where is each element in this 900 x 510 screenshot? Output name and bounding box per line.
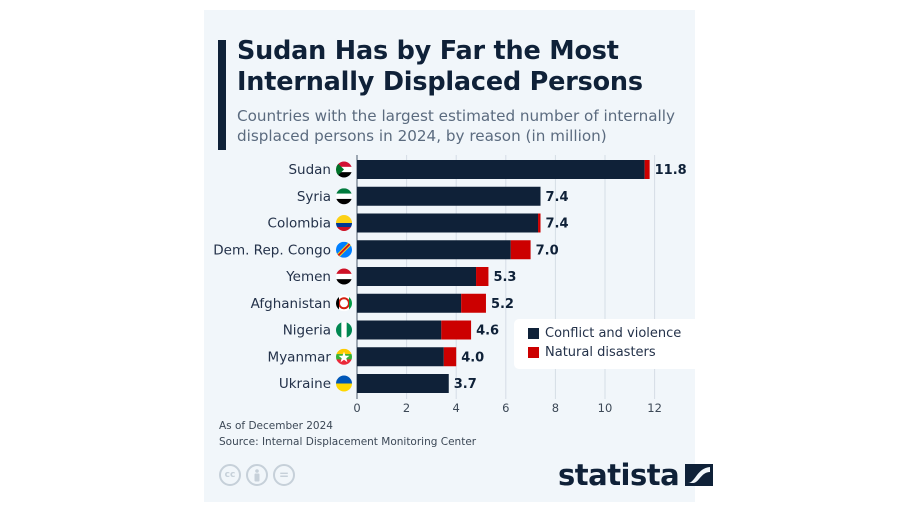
legend-item-conflict[interactable]: Conflict and violence <box>528 326 681 341</box>
cc-icon[interactable]: cc <box>219 464 241 486</box>
chart-subtitle: Countries with the largest estimated num… <box>237 106 697 146</box>
legend: Conflict and violence Natural disasters <box>514 319 714 369</box>
x-tick-label: 4 <box>453 401 460 415</box>
bar-value-label: 7.0 <box>536 243 559 258</box>
bar-value-label: 11.8 <box>655 163 687 178</box>
category-label: Nigeria <box>283 323 331 339</box>
bar-disasters[interactable] <box>538 213 541 233</box>
date-note: As of December 2024 <box>219 420 333 432</box>
legend-label-disasters: Natural disasters <box>545 345 656 360</box>
bar-conflict[interactable] <box>357 293 462 313</box>
bar-disasters[interactable] <box>441 320 472 340</box>
subtitle-line-1: Countries with the largest estimated num… <box>237 107 675 125</box>
license-icons: cc = <box>219 464 295 486</box>
x-tick-label: 0 <box>353 401 360 415</box>
category-label: Dem. Rep. Congo <box>213 242 331 258</box>
ukraine-flag-icon <box>336 375 352 392</box>
bar-conflict[interactable] <box>357 186 541 206</box>
category-label: Ukraine <box>279 376 331 392</box>
bar-value-label: 3.7 <box>454 377 477 392</box>
chart-title: Sudan Has by Far the Most Internally Dis… <box>237 36 687 98</box>
bar-conflict[interactable] <box>357 347 444 367</box>
category-label: Sudan <box>288 162 331 178</box>
category-label: Colombia <box>268 216 331 232</box>
myanmar-flag-icon <box>336 348 352 365</box>
bar-conflict[interactable] <box>357 213 539 233</box>
category-label: Syria <box>297 189 331 205</box>
bar-conflict[interactable] <box>357 240 511 260</box>
category-label: Afghanistan <box>251 296 331 312</box>
bar-disasters[interactable] <box>461 293 486 313</box>
attribution-icon[interactable] <box>246 464 268 486</box>
yemen-flag-icon <box>336 268 352 285</box>
afghanistan-flag-icon <box>336 295 352 312</box>
bar-value-label: 5.2 <box>491 297 514 312</box>
bar-value-label: 7.4 <box>546 217 569 232</box>
syria-flag-icon <box>336 188 352 205</box>
bar-conflict[interactable] <box>357 160 645 179</box>
legend-item-disasters[interactable]: Natural disasters <box>528 345 656 360</box>
bar-value-label: 7.4 <box>546 190 569 205</box>
bar-disasters[interactable] <box>644 160 650 179</box>
colombia-flag-icon <box>336 215 352 231</box>
brand-name: statista <box>558 458 680 492</box>
bar-disasters[interactable] <box>476 267 489 286</box>
x-tick-label: 12 <box>647 401 662 415</box>
legend-swatch-conflict <box>528 328 539 339</box>
category-label: Myanmar <box>268 349 332 365</box>
source-note: Source: Internal Displacement Monitoring… <box>219 436 477 448</box>
legend-label-conflict: Conflict and violence <box>545 326 682 341</box>
statista-logo[interactable]: statista <box>558 458 714 492</box>
title-line-2: Internally Displaced Persons <box>237 67 643 97</box>
category-label: Yemen <box>285 269 331 285</box>
bar-value-label: 4.6 <box>476 324 499 339</box>
title-line-1: Sudan Has by Far the Most <box>237 36 619 66</box>
bar-conflict[interactable] <box>357 267 477 286</box>
subtitle-line-2: displaced persons in 2024, by reason (in… <box>237 127 607 145</box>
bar-conflict[interactable] <box>357 374 449 393</box>
title-accent-bar <box>218 40 226 150</box>
bar-disasters[interactable] <box>443 347 457 367</box>
chart-card: Sudan Has by Far the Most Internally Dis… <box>204 10 714 502</box>
legend-swatch-disasters <box>528 347 539 358</box>
x-tick-label: 10 <box>598 401 613 415</box>
bar-value-label: 4.0 <box>461 350 484 365</box>
x-tick-label: 6 <box>502 401 509 415</box>
x-tick-label: 2 <box>403 401 410 415</box>
no-derivatives-icon[interactable]: = <box>273 464 295 486</box>
sudan-flag-icon <box>336 161 352 178</box>
statista-logo-icon <box>685 464 714 486</box>
x-tick-label: 8 <box>552 401 559 415</box>
bar-disasters[interactable] <box>510 240 531 260</box>
nigeria-flag-icon <box>336 322 352 338</box>
drc-flag-icon <box>336 241 352 258</box>
bar-conflict[interactable] <box>357 320 442 340</box>
bar-value-label: 5.3 <box>493 270 516 285</box>
